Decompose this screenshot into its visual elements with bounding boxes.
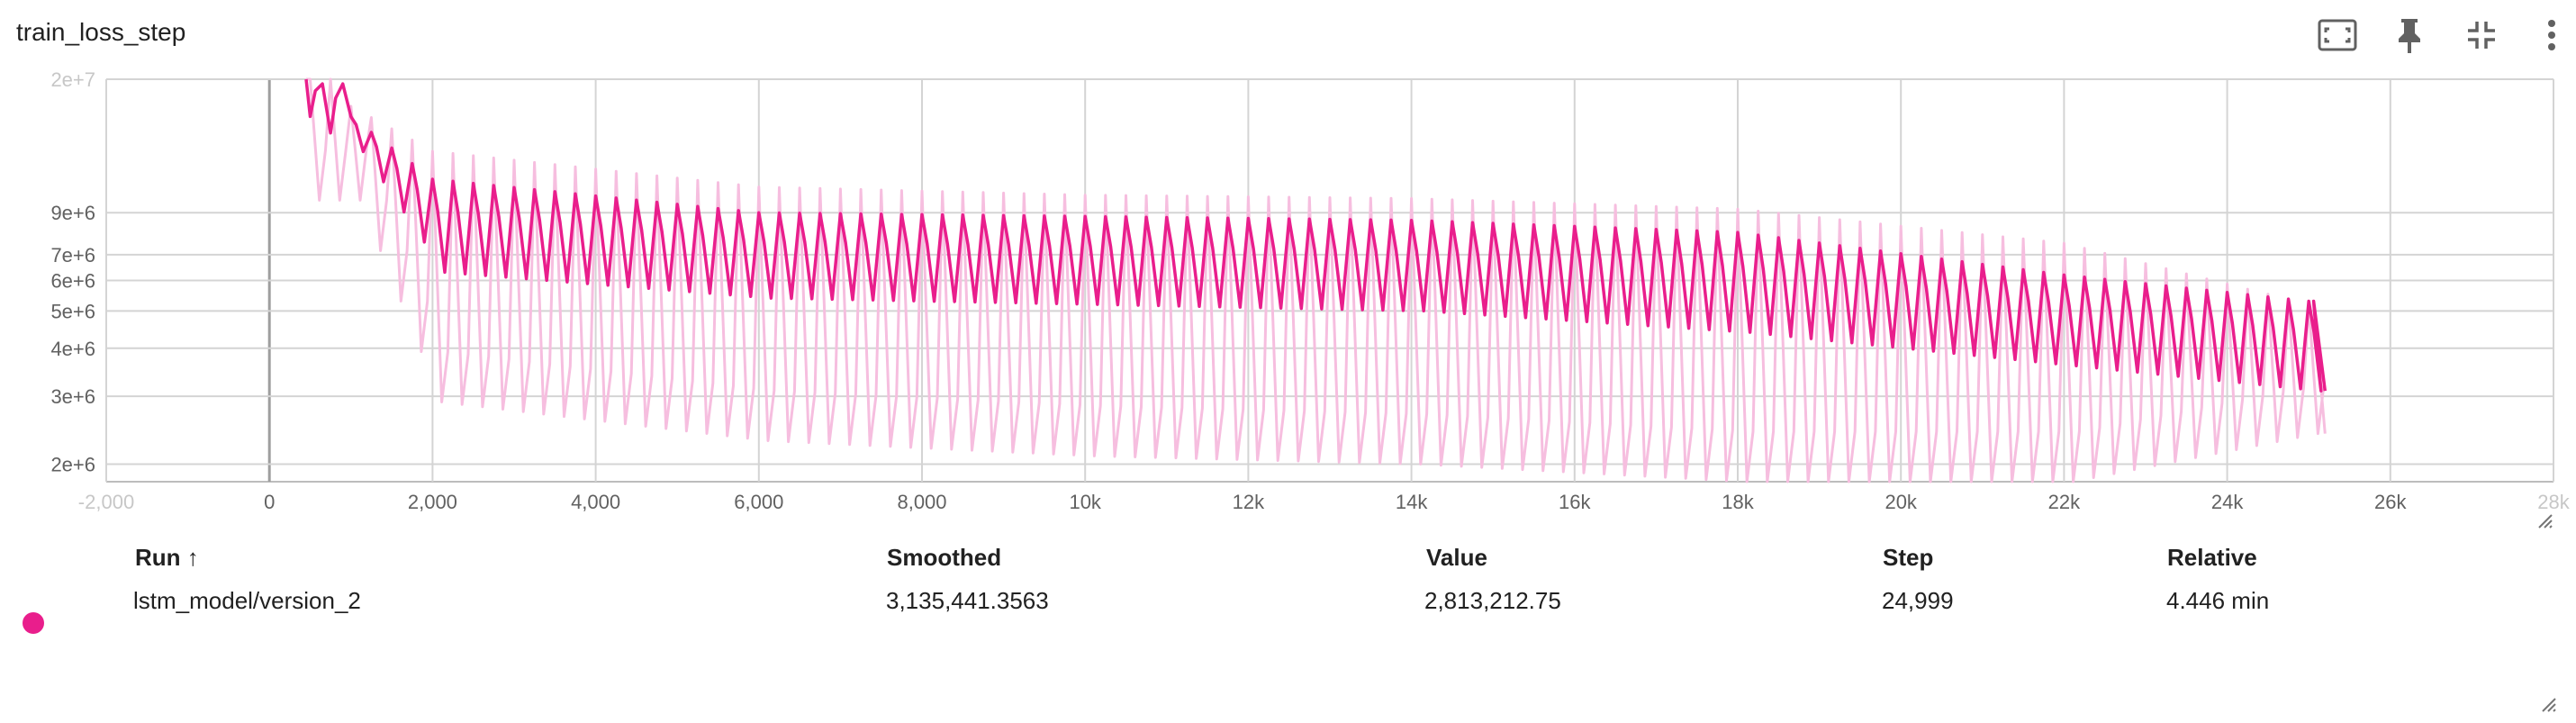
y-tick-label: 2e+6 — [50, 453, 95, 475]
x-tick-label: 16k — [1559, 491, 1591, 513]
x-tick-label: 26k — [2374, 491, 2407, 513]
more-vert-icon — [2548, 20, 2555, 50]
fit-to-data-button[interactable] — [2313, 13, 2362, 58]
run-color-indicator — [23, 612, 44, 634]
column-header-run[interactable]: Run ↑ — [135, 544, 199, 571]
x-tick-label: 24k — [2211, 491, 2244, 513]
y-tick-label: 7e+6 — [50, 244, 95, 267]
y-tick-label: 4e+6 — [50, 338, 95, 360]
x-tick-label: 12k — [1233, 491, 1265, 513]
fit-to-data-icon — [2318, 19, 2357, 51]
cell-step: 24,999 — [1882, 587, 1954, 614]
y-tick-label: 2e+7 — [50, 68, 95, 91]
smoothed-series-line — [304, 78, 2327, 393]
column-header-step[interactable]: Step — [1883, 544, 1934, 571]
card-resize-handle[interactable] — [2539, 695, 2557, 713]
more-options-button[interactable] — [2527, 13, 2576, 58]
column-header-smoothed[interactable]: Smoothed — [887, 544, 1002, 571]
pin-icon — [2399, 19, 2420, 53]
collapse-icon — [2468, 22, 2495, 49]
smoothed-series — [304, 78, 2327, 393]
x-tick-label: 2,000 — [408, 491, 457, 513]
column-header-relative[interactable]: Relative — [2167, 544, 2257, 571]
y-tick-label: 6e+6 — [50, 270, 95, 293]
x-tick-label: 6,000 — [734, 491, 783, 513]
x-tick-label: 14k — [1396, 491, 1428, 513]
cell-relative: 4.446 min — [2166, 587, 2270, 614]
x-tick-label: 8,000 — [897, 491, 946, 513]
chart-ticks: -2,000 0 2,000 4,000 6,000 8,000 10k 12k 14k 16k 1… — [50, 68, 2570, 513]
x-tick-label: 0 — [264, 491, 275, 513]
cell-smoothed: 3,135,441.3563 — [886, 587, 1049, 614]
x-tick-label: 22k — [2048, 491, 2081, 513]
x-tick-label: 18k — [1722, 491, 1754, 513]
raw-series-line — [306, 77, 2327, 484]
cell-run: lstm_model/version_2 — [133, 587, 361, 614]
loss-chart-svg: -2,000 0 2,000 4,000 6,000 8,000 10k 12k 14k 16k 1… — [50, 68, 2570, 513]
x-tick-label: 10k — [1069, 491, 1101, 513]
x-tick-label: -2,000 — [78, 491, 134, 513]
y-tick-label: 9e+6 — [50, 202, 95, 224]
y-tick-label: 3e+6 — [50, 385, 95, 408]
column-header-value[interactable]: Value — [1426, 544, 1487, 571]
chart-resize-handle[interactable] — [2535, 511, 2553, 529]
cell-value: 2,813,212.75 — [1424, 587, 1561, 614]
pin-button[interactable] — [2385, 13, 2434, 58]
x-tick-label: 20k — [1885, 491, 1917, 513]
x-tick-label: 28k — [2537, 491, 2570, 513]
card-toolbar — [2306, 13, 2576, 58]
raw-series — [306, 77, 2327, 484]
loss-chart[interactable]: -2,000 0 2,000 4,000 6,000 8,000 10k 12k 14k 16k 1… — [0, 63, 2576, 531]
collapse-button[interactable] — [2457, 13, 2506, 58]
card-title: train_loss_step — [16, 18, 186, 46]
x-tick-label: 4,000 — [571, 491, 620, 513]
y-tick-label: 5e+6 — [50, 300, 95, 322]
